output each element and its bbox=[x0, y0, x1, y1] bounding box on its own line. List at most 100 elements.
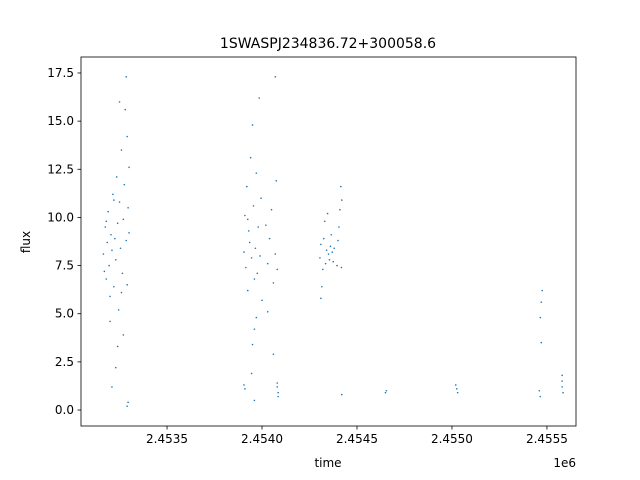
point bbox=[111, 386, 113, 388]
y-tick-label: 17.5 bbox=[47, 66, 74, 80]
point bbox=[538, 389, 541, 392]
point bbox=[114, 237, 116, 240]
point bbox=[256, 272, 259, 275]
y-tick-label: 2.5 bbox=[55, 355, 74, 369]
point bbox=[251, 343, 254, 346]
point bbox=[253, 278, 256, 280]
point bbox=[125, 239, 128, 242]
point bbox=[119, 247, 122, 250]
point bbox=[333, 247, 335, 250]
point bbox=[255, 316, 258, 319]
point bbox=[320, 297, 322, 300]
point bbox=[246, 218, 249, 221]
point bbox=[276, 268, 279, 271]
point bbox=[128, 232, 130, 234]
point bbox=[107, 210, 109, 213]
point bbox=[249, 156, 252, 159]
point bbox=[126, 284, 128, 286]
point bbox=[541, 289, 543, 292]
point bbox=[115, 176, 118, 178]
point bbox=[340, 199, 343, 201]
point bbox=[246, 185, 248, 188]
point bbox=[561, 386, 563, 388]
point bbox=[125, 76, 128, 78]
point bbox=[114, 366, 117, 369]
point bbox=[261, 299, 263, 302]
point bbox=[322, 237, 325, 240]
point bbox=[327, 253, 330, 255]
point bbox=[277, 395, 279, 398]
point bbox=[126, 135, 128, 138]
point bbox=[323, 220, 326, 223]
point bbox=[562, 391, 564, 394]
point bbox=[250, 372, 253, 375]
point bbox=[253, 328, 256, 330]
point bbox=[109, 295, 111, 298]
point bbox=[113, 199, 115, 201]
point bbox=[322, 268, 324, 271]
point bbox=[384, 391, 387, 394]
point bbox=[561, 380, 563, 382]
point bbox=[332, 260, 335, 263]
point bbox=[103, 270, 106, 273]
point bbox=[126, 405, 128, 407]
point bbox=[266, 262, 269, 265]
point bbox=[259, 255, 261, 257]
point bbox=[113, 285, 115, 288]
y-tick-label: 0.0 bbox=[55, 403, 74, 417]
point bbox=[340, 185, 342, 188]
point bbox=[253, 399, 256, 402]
point bbox=[121, 272, 124, 275]
point bbox=[102, 253, 105, 255]
point bbox=[272, 353, 275, 355]
point bbox=[106, 241, 109, 244]
point bbox=[244, 214, 246, 217]
point bbox=[104, 226, 107, 228]
y-tick-label: 12.5 bbox=[47, 162, 74, 176]
point bbox=[324, 262, 327, 265]
y-tick-label: 15.0 bbox=[47, 114, 74, 128]
point bbox=[255, 172, 258, 174]
y-tick-label: 7.5 bbox=[55, 259, 74, 273]
point bbox=[274, 253, 277, 255]
point bbox=[328, 258, 331, 261]
x-tick-label: 2.4540 bbox=[241, 432, 283, 446]
point bbox=[108, 264, 110, 267]
point bbox=[109, 320, 111, 323]
point bbox=[540, 301, 543, 303]
point bbox=[124, 108, 127, 111]
point bbox=[319, 257, 321, 259]
point bbox=[254, 247, 257, 250]
y-axis-label: flux bbox=[19, 231, 33, 253]
plot-frame bbox=[80, 56, 577, 427]
point bbox=[336, 264, 338, 267]
point bbox=[326, 212, 329, 215]
point bbox=[105, 278, 108, 280]
point bbox=[320, 243, 322, 246]
point bbox=[114, 258, 117, 261]
point bbox=[252, 205, 255, 207]
point bbox=[340, 393, 343, 396]
point bbox=[455, 388, 458, 390]
point bbox=[540, 341, 543, 344]
point bbox=[272, 282, 275, 284]
point bbox=[120, 149, 123, 151]
point bbox=[118, 201, 121, 203]
point bbox=[321, 285, 323, 288]
point bbox=[128, 166, 130, 169]
point bbox=[329, 245, 332, 248]
point bbox=[111, 249, 113, 251]
point bbox=[117, 309, 120, 311]
y-tick-label: 10.0 bbox=[47, 210, 74, 224]
point bbox=[123, 183, 126, 186]
point bbox=[266, 310, 269, 313]
x-axis-label: time bbox=[314, 456, 341, 470]
point bbox=[250, 257, 253, 259]
point bbox=[247, 230, 250, 232]
point bbox=[539, 395, 542, 398]
point bbox=[270, 208, 273, 211]
point bbox=[325, 249, 328, 251]
point bbox=[127, 206, 129, 209]
